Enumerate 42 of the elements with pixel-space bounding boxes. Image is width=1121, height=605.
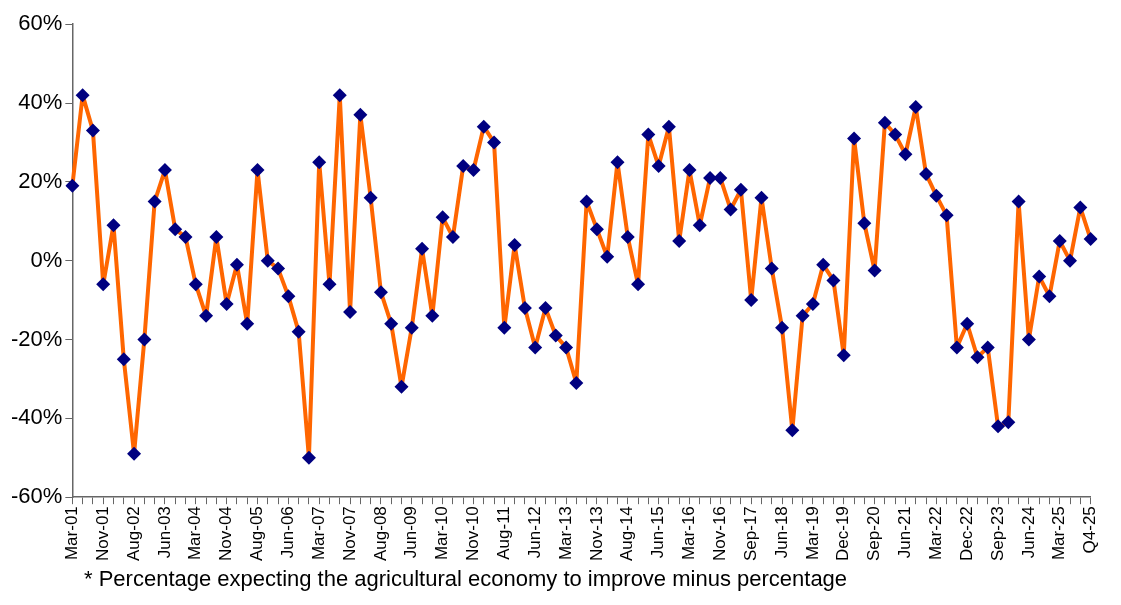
x-tick-label: Sep-20	[864, 506, 884, 562]
x-tick-label: Jun-09	[401, 506, 421, 559]
x-tick-label: Mar-01	[62, 506, 82, 561]
x-tick-label: Jun-15	[648, 506, 668, 559]
x-tick-label: Mar-16	[679, 506, 699, 561]
x-tick-label: Jun-12	[524, 506, 544, 559]
x-tick-label: Jun-24	[1018, 506, 1038, 559]
text: * Percentage expecting the agricultural economy to improve minus percentage	[84, 566, 848, 592]
x-tick-label: Dec-22	[956, 506, 976, 561]
x-tick-label: Nov-01	[92, 506, 112, 561]
x-tick-label: Nov-13	[586, 506, 606, 561]
x-tick-label: Mar-13	[555, 506, 575, 561]
x-tick-label: Jun-18	[771, 506, 791, 559]
x-tick-label: Nov-07	[339, 506, 359, 561]
x-tick-label: Mar-10	[432, 506, 452, 561]
x-tick-label: Mar-19	[802, 506, 822, 561]
x-tick-label: Mar-25	[1049, 506, 1069, 561]
x-tick-label: Q4-25	[1080, 506, 1100, 554]
y-tick-label: 60%	[18, 10, 63, 36]
x-tick-label: Mar-07	[308, 506, 328, 561]
x-tick-label: Jun-03	[154, 506, 174, 559]
x-tick-label: Aug-08	[370, 506, 390, 562]
x-tick-label: Nov-16	[710, 506, 730, 561]
x-tick-label: Dec-19	[833, 506, 853, 561]
y-tick-label: -60%	[11, 483, 63, 509]
x-tick-label: Nov-04	[216, 506, 236, 561]
x-tick-label: Mar-04	[185, 506, 205, 561]
x-tick-label: Aug-14	[617, 506, 637, 562]
y-tick-label: 40%	[18, 89, 63, 115]
x-tick-label: Nov-10	[463, 506, 483, 561]
y-tick-label: -20%	[11, 325, 63, 351]
x-tick-label: Aug-05	[247, 506, 267, 562]
y-tick-label: 20%	[18, 167, 63, 193]
x-tick-label: Sep-17	[740, 506, 760, 562]
x-tick-label: Sep-23	[987, 506, 1007, 562]
x-tick-label: Aug-02	[123, 506, 143, 562]
x-tick-label: Jun-06	[278, 506, 298, 559]
y-tick-label: 0%	[30, 246, 63, 272]
y-tick-label: -40%	[11, 404, 63, 430]
x-tick-label: Mar-22	[926, 506, 946, 561]
x-tick-label: Aug-11	[494, 506, 514, 560]
x-tick-label: Jun-21	[895, 506, 915, 559]
